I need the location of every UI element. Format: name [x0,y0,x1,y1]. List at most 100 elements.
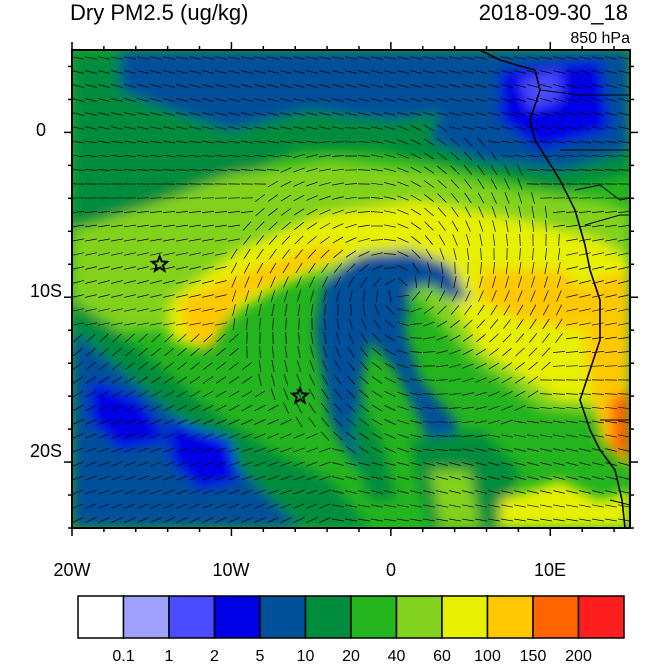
wind-barb [202,433,214,439]
wind-barb [477,178,485,190]
wind-barb [488,126,500,130]
wind-barb [373,318,381,330]
wind-barb [123,211,137,213]
wind-barb [605,322,617,326]
wind-barb [215,280,227,284]
colorbar-label: 1 [164,648,174,665]
wind-barb [528,361,538,371]
wind-barb [85,84,97,88]
wind-barb [592,462,604,466]
wind-barb [72,294,84,298]
wind-barb [137,280,149,284]
wind-barb [388,290,392,302]
wind-barb [242,221,252,231]
wind-barb [332,112,344,116]
wind-barb [345,223,357,229]
wind-barb [283,374,289,386]
wind-barb [254,404,266,412]
wind-barb [111,98,123,102]
wind-barb [150,503,162,509]
wind-barb [384,238,396,242]
wind-barb [410,208,422,216]
wind-barb [410,378,422,382]
wind-barb [280,475,292,481]
wind-barb [566,98,578,102]
wind-barb [618,294,630,298]
wind-barb [592,518,604,522]
wind-barb [556,290,562,302]
wind-barb [503,164,511,176]
wind-barb [246,331,248,345]
wind-barb [423,434,435,438]
wind-barb [618,420,630,424]
wind-barb [308,262,316,274]
wind-barb [189,447,201,453]
wind-barb [98,517,110,523]
wind-barb [475,362,487,370]
wind-barb [410,98,422,102]
wind-barb [462,334,474,342]
wind-barb [465,234,471,246]
wind-barb [436,364,448,368]
wind-barb [280,208,292,216]
wind-barb [488,518,500,522]
wind-barb [229,347,239,357]
wind-barb [72,390,84,398]
wind-barb [215,238,227,242]
wind-barb [476,137,486,147]
wind-barb [306,112,318,116]
wind-barb [176,294,188,298]
wind-barb [371,462,383,466]
wind-barb [513,154,527,158]
wind-barb [579,56,591,60]
wind-barb [592,308,604,312]
wind-barb [475,490,487,494]
wind-barb [527,504,539,508]
wind-barb [98,224,110,228]
wind-barb [137,461,149,467]
wind-barb [605,490,617,494]
wind-barb [450,320,460,328]
wind-barb [371,476,383,480]
wind-barb [605,70,617,74]
wind-barb [232,318,236,330]
wind-barb [324,317,326,331]
wind-barb [214,154,228,158]
wind-barb [605,126,617,130]
wind-barb [384,391,396,397]
wind-barb [462,518,474,522]
wind-barb [319,126,331,130]
wind-barb [297,304,301,316]
wind-barb [241,489,253,495]
wind-barb [578,406,592,410]
wind-barb [333,389,343,399]
wind-barb [124,404,136,412]
wind-barb [227,169,241,171]
wind-barb [358,84,370,88]
wind-barb [228,517,240,523]
wind-barb [605,266,617,270]
wind-barb [270,276,276,288]
wind-barb [202,238,214,242]
wind-barb [605,518,617,522]
wind-barb [539,154,553,158]
wind-barb [177,333,187,343]
wind-barb [436,138,448,146]
wind-barb [410,392,422,396]
wind-barb [488,391,500,397]
wind-barb [579,126,591,130]
wind-barb [323,290,327,302]
wind-barb [527,518,539,522]
wind-barb [371,84,383,88]
wind-barb [202,322,214,326]
wind-barb [85,447,97,453]
wind-barb [319,447,331,453]
wind-barb [244,290,250,302]
wind-barb [254,489,266,495]
wind-barb [346,432,356,440]
wind-barb [504,206,510,218]
wind-barb [124,280,136,284]
colorbar-label: 10 [296,648,315,665]
wind-barb [545,247,547,261]
wind-barb [162,169,176,171]
